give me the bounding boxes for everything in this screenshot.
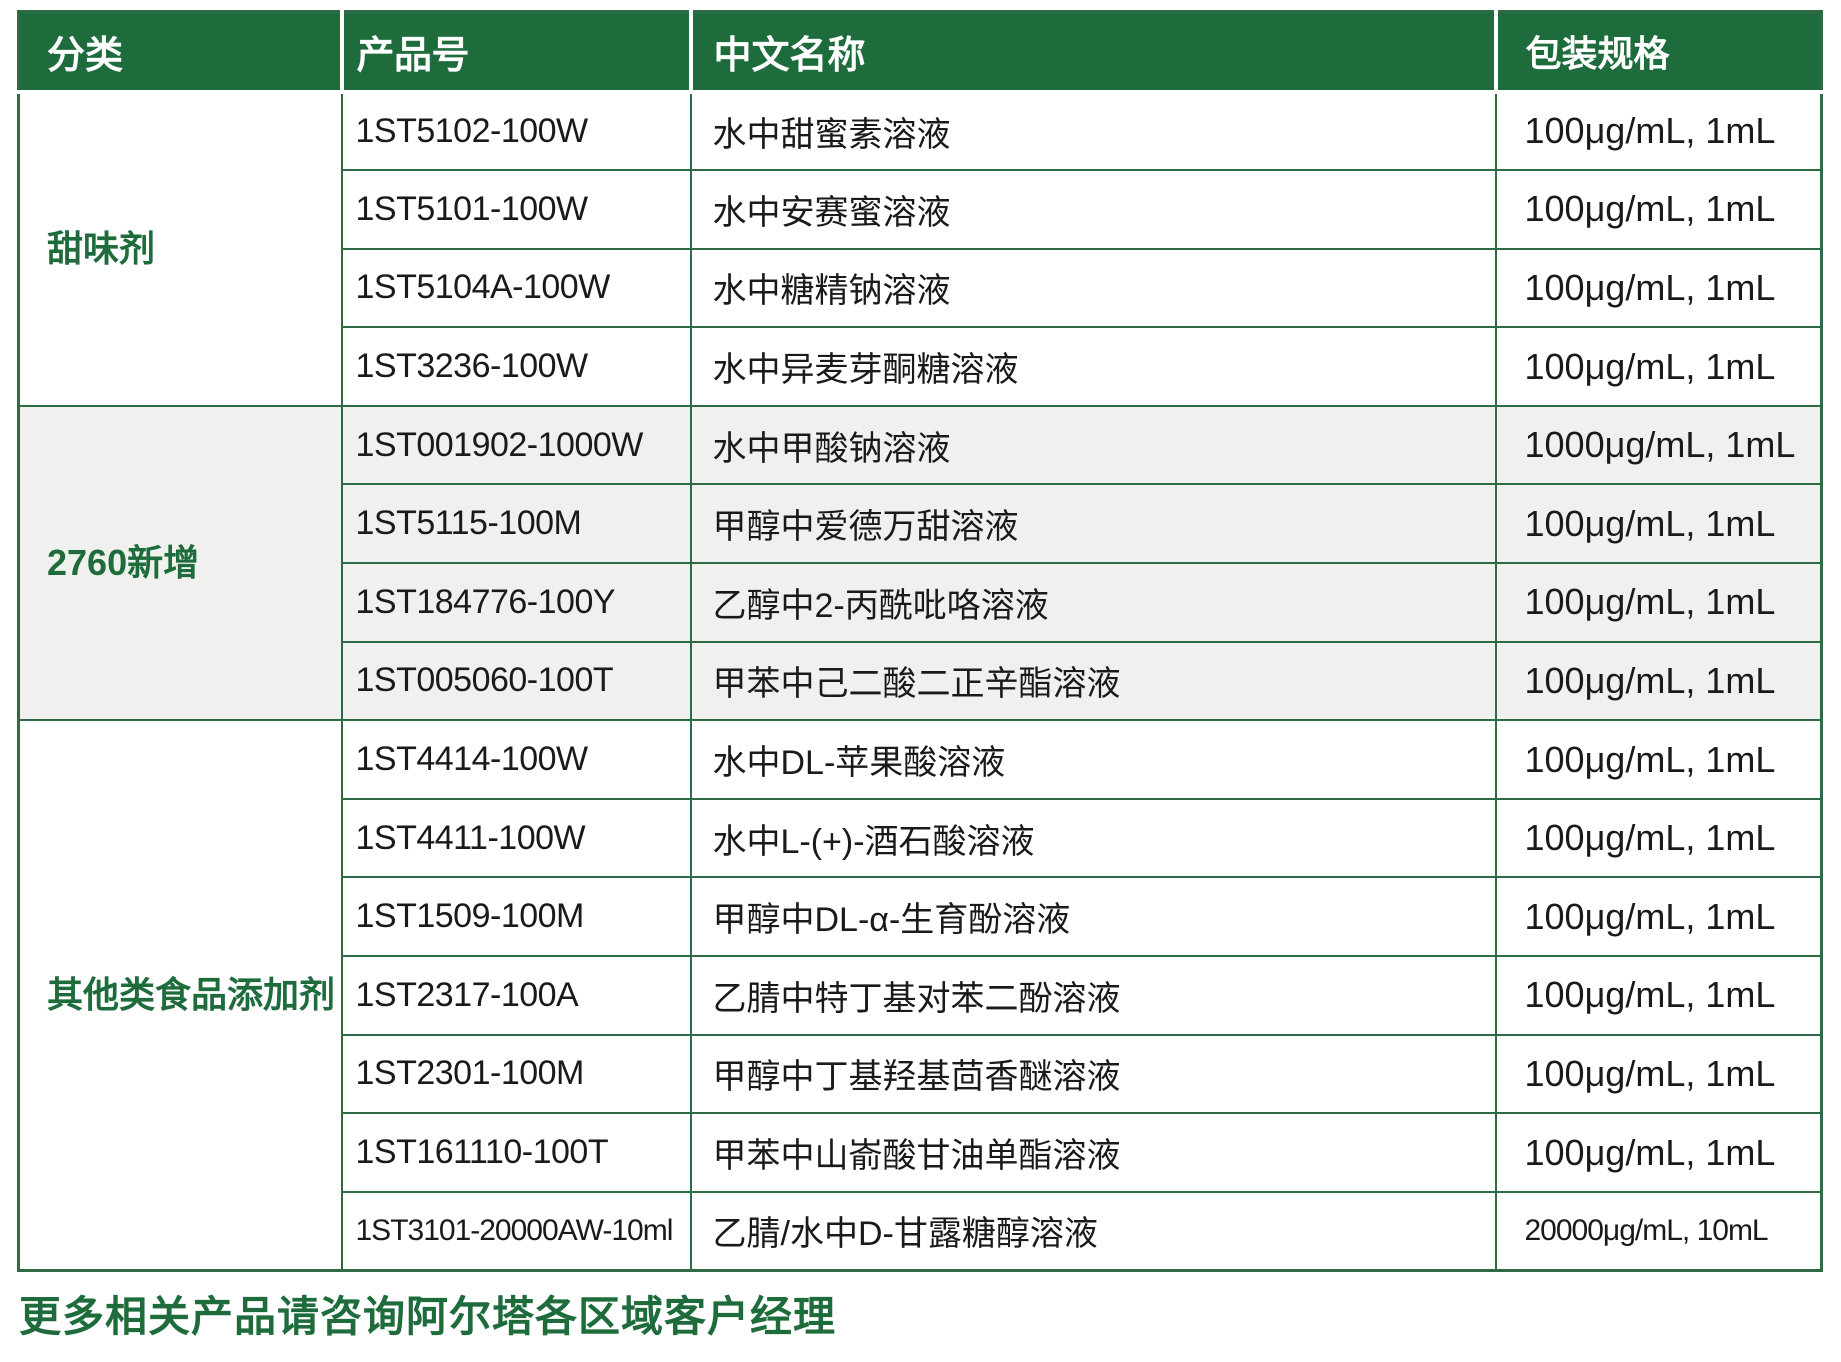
spec-cell: 100μg/mL, 1mL: [1494, 562, 1823, 643]
table-row: 1ST2301-100M 甲醇中丁基羟基茴香醚溶液 100μg/mL, 1mL: [19, 1033, 1823, 1115]
table-row: 1ST5115-100M 甲醇中爱德万甜溶液 100μg/mL, 1mL: [19, 483, 1823, 565]
spec-cell: 100μg/mL, 1mL: [1494, 719, 1823, 800]
product-no-cell: 1ST5101-100W: [340, 169, 692, 250]
table-row: 1ST5104A-100W 水中糖精钠溶液 100μg/mL, 1mL: [19, 247, 1823, 329]
table-row: 1ST005060-100T 甲苯中己二酸二正辛酯溶液 100μg/mL, 1mL: [19, 640, 1823, 722]
table-row: 2760新增 1ST001902-1000W 水中甲酸钠溶液 1000μg/mL, 1…: [17, 404, 1823, 722]
category-cell: 其他类食品添加剂: [17, 719, 343, 1272]
product-no-cell: 1ST005060-100T: [340, 640, 692, 722]
table-header: 分类 产品号 中文名称 包装规格: [18, 11, 1822, 94]
product-no-cell: 1ST3236-100W: [340, 326, 692, 407]
category-cell: 甜味剂: [17, 90, 343, 407]
table-row: 1ST161110-100T 甲苯中山嵛酸甘油单酯溶液 100μg/mL, 1mL: [19, 1112, 1823, 1193]
product-no-cell: 1ST5115-100M: [340, 483, 692, 565]
column-header-0: 分类: [18, 11, 342, 94]
spec-cell: 20000μg/mL, 10mL: [1494, 1190, 1823, 1272]
product-no-cell: 1ST1509-100M: [340, 876, 692, 958]
product-no-cell: 1ST4414-100W: [340, 719, 692, 800]
spec-cell: 100μg/mL, 1mL: [1494, 640, 1823, 722]
name-cell: 水中DL-苹果酸溶液: [689, 719, 1497, 800]
name-cell: 水中安赛蜜溶液: [689, 169, 1497, 250]
name-cell: 甲苯中山嵛酸甘油单酯溶液: [689, 1112, 1497, 1193]
name-cell: 水中甜蜜素溶液: [689, 90, 1497, 172]
product-no-cell: 1ST5102-100W: [340, 90, 692, 172]
name-cell: 水中L-(+)-酒石酸溶液: [689, 797, 1497, 879]
table-row: 1ST184776-100Y 乙醇中2-丙酰吡咯溶液 100μg/mL, 1mL: [19, 562, 1823, 643]
spec-cell: 100μg/mL, 1mL: [1494, 876, 1823, 958]
spec-cell: 100μg/mL, 1mL: [1494, 1033, 1823, 1115]
product-no-cell: 1ST161110-100T: [340, 1112, 692, 1193]
product-table: 分类 产品号 中文名称 包装规格 甜味剂 1ST5102-100W 水中甜蜜素溶液 100μ…: [17, 10, 1823, 1272]
footer-note: 更多相关产品请咨询阿尔塔各区域客户经理: [19, 1293, 837, 1340]
name-cell: 乙腈中特丁基对苯二酚溶液: [689, 955, 1497, 1036]
table-row: 1ST1509-100M 甲醇中DL-α-生育酚溶液 100μg/mL, 1mL: [19, 876, 1823, 958]
table-row: 1ST2317-100A 乙腈中特丁基对苯二酚溶液 100μg/mL, 1mL: [19, 955, 1823, 1036]
product-no-cell: 1ST184776-100Y: [340, 562, 692, 643]
spec-cell: 100μg/mL, 1mL: [1494, 90, 1823, 172]
table-row: 甜味剂 1ST5102-100W 水中甜蜜素溶液 100μg/mL, 1mL: [17, 90, 1823, 407]
table-row: 其他类食品添加剂 1ST4414-100W 水中DL-苹果酸溶液 100μg/mL, …: [17, 719, 1823, 1272]
name-cell: 甲苯中己二酸二正辛酯溶液: [689, 640, 1497, 722]
header-row: 分类 产品号 中文名称 包装规格: [18, 11, 1822, 94]
name-cell: 水中甲酸钠溶液: [689, 404, 1497, 486]
product-no-cell: 1ST2317-100A: [340, 955, 692, 1036]
product-no-cell: 1ST4411-100W: [340, 797, 692, 879]
product-no-cell: 1ST001902-1000W: [340, 404, 692, 486]
table-body: 甜味剂 1ST5102-100W 水中甜蜜素溶液 100μg/mL, 1mL 1ST51…: [17, 90, 1823, 1272]
column-header-2: 中文名称: [688, 11, 1496, 94]
name-cell: 甲醇中爱德万甜溶液: [689, 483, 1497, 565]
category-cell: 2760新增: [17, 404, 343, 722]
name-cell: 水中异麦芽酮糖溶液: [689, 326, 1497, 407]
spec-cell: 1000μg/mL, 1mL: [1494, 404, 1823, 486]
name-cell: 水中糖精钠溶液: [689, 247, 1497, 329]
product-no-cell: 1ST5104A-100W: [340, 247, 692, 329]
spec-cell: 100μg/mL, 1mL: [1494, 1112, 1823, 1193]
spec-cell: 100μg/mL, 1mL: [1494, 955, 1823, 1036]
table-row: 1ST3236-100W 水中异麦芽酮糖溶液 100μg/mL, 1mL: [19, 326, 1823, 407]
spec-cell: 100μg/mL, 1mL: [1494, 247, 1823, 329]
table-row: 1ST5101-100W 水中安赛蜜溶液 100μg/mL, 1mL: [19, 169, 1823, 250]
table-row: 1ST3101-20000AW-10ml 乙腈/水中D-甘露糖醇溶液 20000μg…: [19, 1190, 1823, 1272]
spec-cell: 100μg/mL, 1mL: [1494, 169, 1823, 250]
product-no-cell: 1ST3101-20000AW-10ml: [340, 1190, 692, 1272]
spec-cell: 100μg/mL, 1mL: [1494, 483, 1823, 565]
column-header-1: 产品号: [339, 11, 691, 94]
name-cell: 甲醇中DL-α-生育酚溶液: [689, 876, 1497, 958]
column-header-3: 包装规格: [1493, 11, 1822, 94]
product-no-cell: 1ST2301-100M: [340, 1033, 692, 1115]
name-cell: 乙醇中2-丙酰吡咯溶液: [689, 562, 1497, 643]
spec-cell: 100μg/mL, 1mL: [1494, 326, 1823, 407]
name-cell: 乙腈/水中D-甘露糖醇溶液: [689, 1190, 1497, 1272]
name-cell: 甲醇中丁基羟基茴香醚溶液: [689, 1033, 1497, 1115]
spec-cell: 100μg/mL, 1mL: [1494, 797, 1823, 879]
table-row: 1ST4411-100W 水中L-(+)-酒石酸溶液 100μg/mL, 1mL: [19, 797, 1823, 879]
